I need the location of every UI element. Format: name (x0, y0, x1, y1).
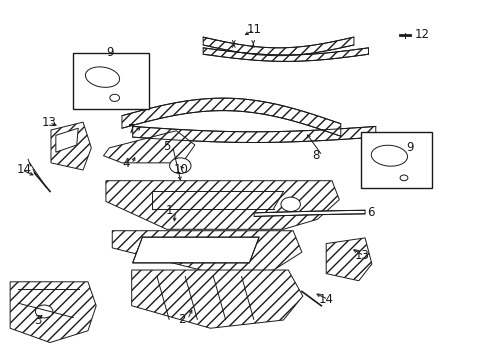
Text: 4: 4 (122, 157, 129, 170)
Circle shape (169, 158, 191, 174)
Polygon shape (325, 238, 371, 281)
Circle shape (399, 175, 407, 181)
Circle shape (110, 94, 119, 102)
Text: 14: 14 (318, 293, 333, 306)
Circle shape (281, 197, 300, 211)
Polygon shape (122, 98, 340, 136)
Text: 13: 13 (41, 116, 56, 129)
Text: 9: 9 (106, 46, 114, 59)
Polygon shape (51, 122, 91, 170)
Bar (73, 53, 148, 109)
Polygon shape (132, 237, 259, 263)
Polygon shape (131, 270, 302, 328)
Ellipse shape (85, 67, 120, 87)
Text: 13: 13 (354, 249, 368, 262)
Text: 9: 9 (405, 141, 413, 154)
Polygon shape (254, 210, 365, 216)
Ellipse shape (370, 145, 407, 166)
Polygon shape (106, 181, 339, 229)
Circle shape (35, 305, 53, 318)
Text: 3: 3 (35, 314, 42, 327)
Text: 2: 2 (178, 313, 185, 326)
Polygon shape (103, 131, 195, 163)
Text: 7: 7 (127, 123, 135, 136)
Text: 11: 11 (246, 23, 261, 36)
Polygon shape (203, 37, 353, 56)
Polygon shape (132, 126, 375, 143)
Polygon shape (56, 128, 78, 152)
Text: 14: 14 (17, 163, 31, 176)
Polygon shape (10, 282, 96, 342)
Text: 1: 1 (165, 204, 173, 217)
Text: 8: 8 (312, 149, 319, 162)
Polygon shape (112, 231, 301, 275)
Bar (361, 132, 431, 188)
Text: 6: 6 (366, 206, 374, 219)
Text: 5: 5 (163, 140, 170, 153)
Polygon shape (203, 48, 368, 62)
Text: 10: 10 (174, 163, 188, 176)
Text: 12: 12 (414, 28, 429, 41)
